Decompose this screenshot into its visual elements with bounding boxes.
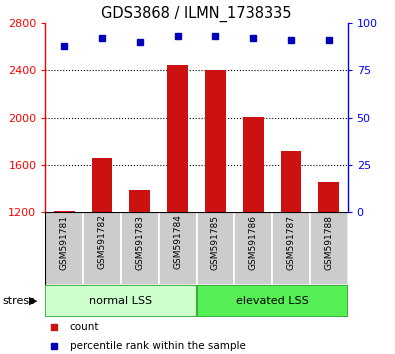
Bar	[234, 212, 272, 285]
Text: GSM591782: GSM591782	[98, 215, 107, 269]
Bar	[167, 65, 188, 212]
Text: GSM591788: GSM591788	[324, 215, 333, 270]
Text: count: count	[70, 322, 99, 332]
Bar	[318, 182, 339, 212]
Text: GSM591784: GSM591784	[173, 215, 182, 269]
Text: GSM591783: GSM591783	[135, 215, 144, 270]
Text: GSM591785: GSM591785	[211, 215, 220, 270]
Bar	[45, 212, 83, 285]
Bar	[197, 285, 348, 317]
Bar	[83, 212, 121, 285]
Text: GSM591781: GSM591781	[60, 215, 69, 270]
Bar	[121, 212, 159, 285]
Bar	[272, 212, 310, 285]
Bar	[197, 212, 234, 285]
Bar	[310, 212, 348, 285]
Bar	[243, 116, 263, 212]
Title: GDS3868 / ILMN_1738335: GDS3868 / ILMN_1738335	[101, 5, 292, 22]
Text: normal LSS: normal LSS	[89, 296, 152, 306]
Bar	[130, 190, 150, 212]
Text: stress: stress	[2, 296, 35, 306]
Bar	[45, 285, 197, 317]
Text: percentile rank within the sample: percentile rank within the sample	[70, 341, 245, 351]
Bar	[159, 212, 197, 285]
Text: elevated LSS: elevated LSS	[236, 296, 308, 306]
Bar	[54, 211, 75, 212]
Bar	[92, 158, 113, 212]
Bar	[280, 151, 301, 212]
Text: GSM591786: GSM591786	[249, 215, 258, 270]
Text: GSM591787: GSM591787	[286, 215, 295, 270]
Bar	[205, 70, 226, 212]
Text: ▶: ▶	[29, 296, 38, 306]
